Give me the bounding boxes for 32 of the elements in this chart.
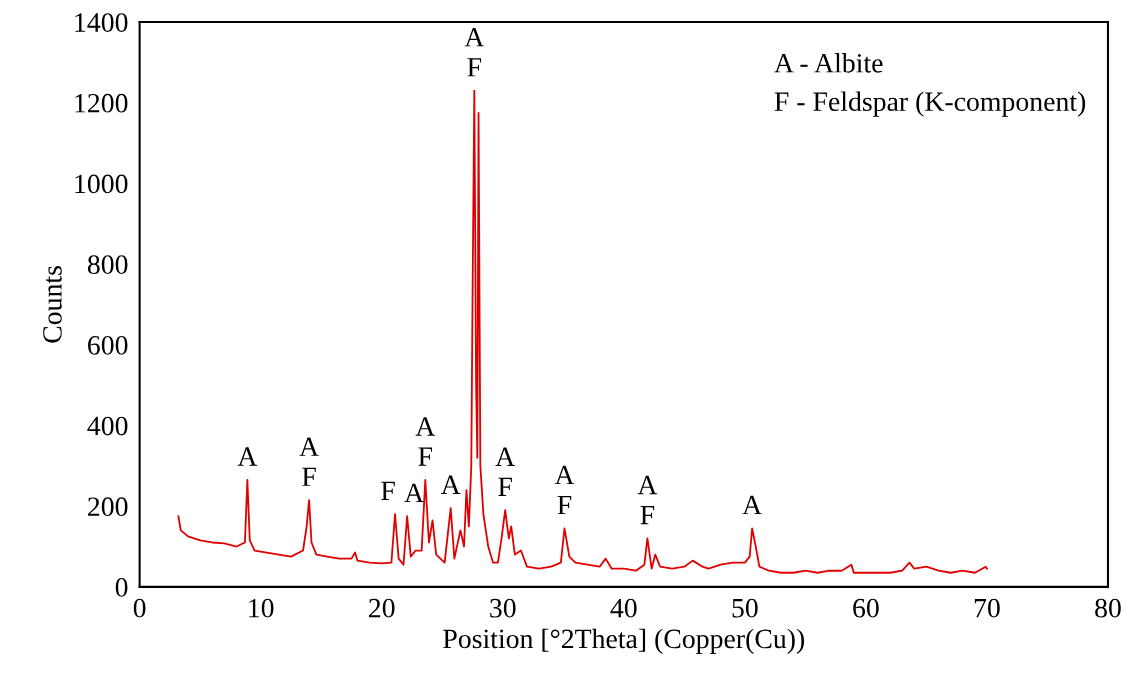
y-tick-label: 800 — [87, 255, 128, 274]
annotation: A F — [637, 475, 658, 525]
annotation: A F — [299, 437, 319, 486]
annotation: A F — [415, 417, 436, 466]
annotation: A — [742, 495, 762, 515]
x-tick-label: 60 — [853, 598, 879, 618]
y-tick-label: 1200 — [75, 93, 128, 113]
y-tick-label: 1000 — [75, 174, 128, 194]
x-tick-label: 10 — [249, 598, 274, 618]
x-tick-label: 30 — [490, 598, 516, 618]
y-tick-label: 200 — [88, 497, 128, 517]
annotation: F - Feldspar (K-component) — [774, 91, 1086, 117]
x-tick-label: 40 — [610, 598, 637, 618]
annotation: A F — [495, 447, 516, 496]
x-tick-label: 50 — [732, 598, 758, 618]
y-tick-label: 600 — [88, 335, 128, 355]
y-tick-label: 0 — [115, 578, 128, 597]
x-tick-label: 20 — [369, 598, 395, 618]
y-axis-title: Counts — [43, 266, 62, 343]
annotation: A — [237, 447, 258, 466]
x-tick-label: 80 — [1095, 598, 1121, 618]
annotation: A — [440, 475, 461, 494]
x-axis-title: Position [°2Theta] (Copper(Cu)) — [443, 628, 805, 654]
annotation: A — [404, 483, 424, 503]
annotation: F — [381, 481, 395, 500]
x-tick-label: 70 — [974, 598, 1000, 618]
annotation: A F — [464, 28, 485, 77]
annotation: A - Albite — [774, 53, 883, 73]
x-tick-label: 0 — [133, 598, 146, 618]
y-tick-label: 400 — [87, 416, 128, 436]
y-tick-label: 1400 — [75, 13, 128, 32]
annotation: A F — [554, 465, 575, 515]
